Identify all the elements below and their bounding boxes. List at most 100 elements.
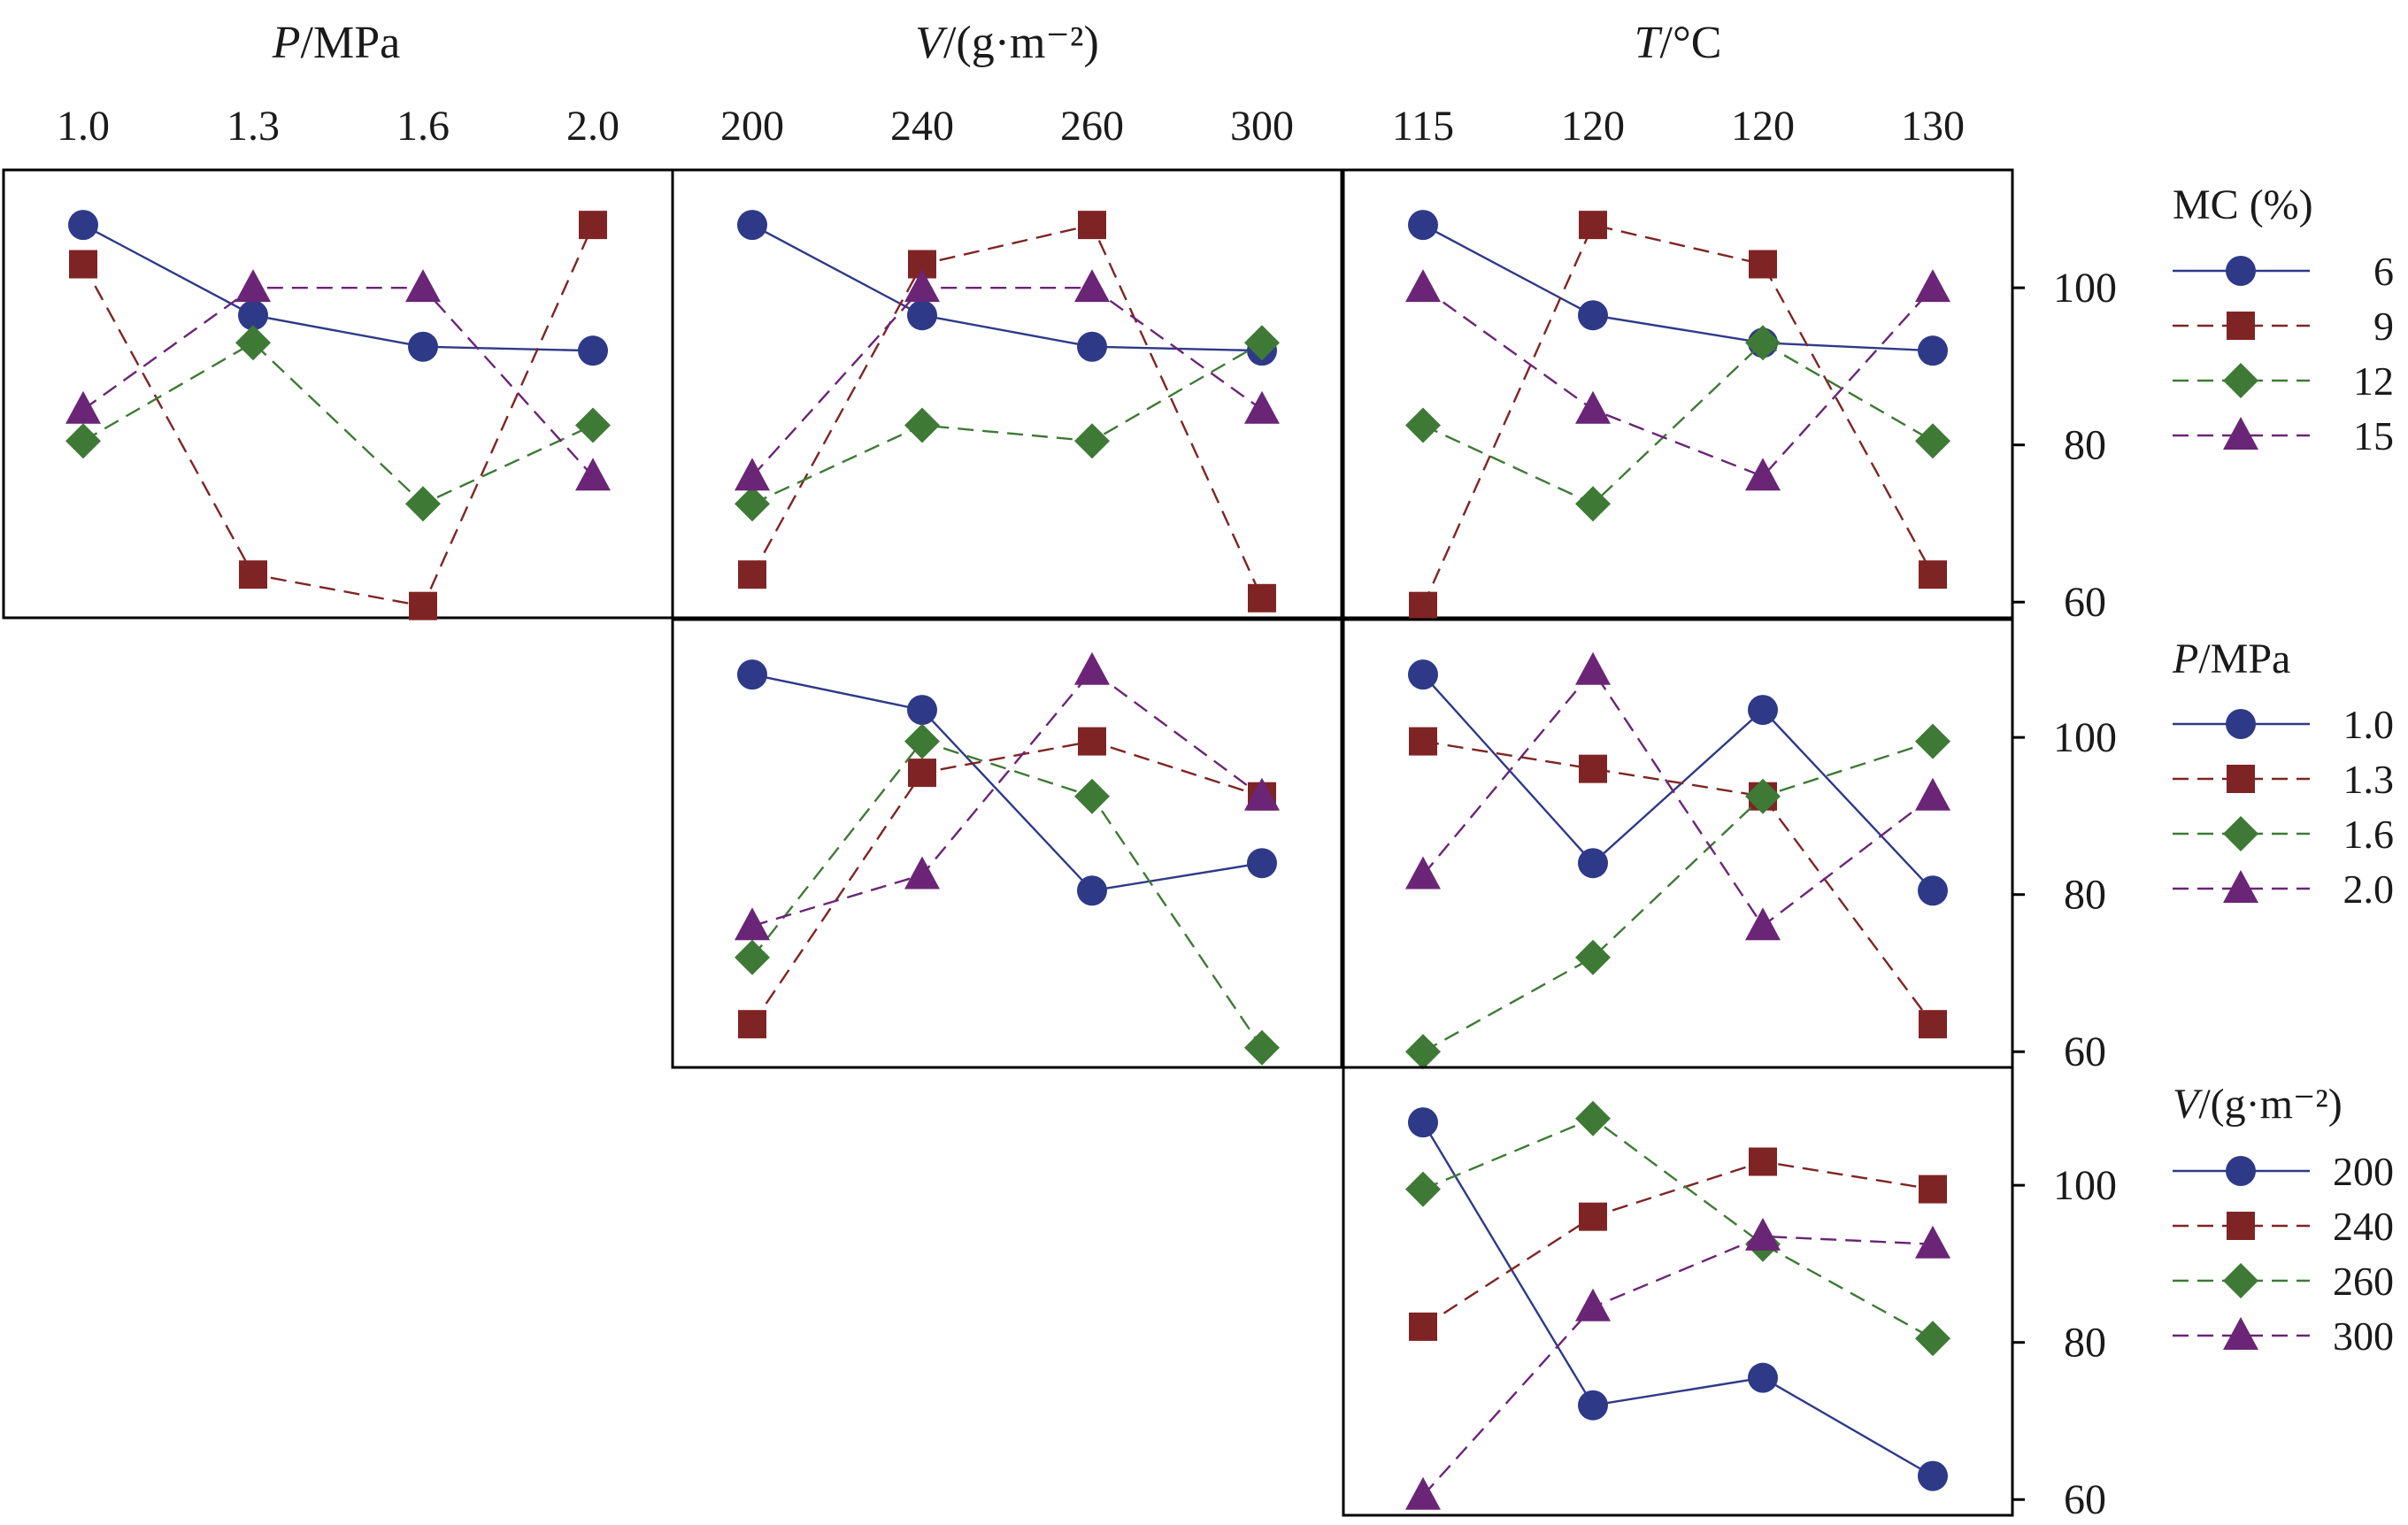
data-point [1578, 1390, 1608, 1421]
series-line [750, 223, 1264, 599]
data-point [65, 423, 101, 459]
data-point [904, 269, 940, 303]
panel-r1-c2 [1342, 618, 2014, 1070]
legend-title-mc: MC (%) [2173, 181, 2313, 228]
y-tick-label: 80 [2064, 872, 2106, 919]
series-1 [1408, 1107, 1948, 1491]
legend-marker [2223, 1317, 2258, 1350]
x-tick-label: 120 [1731, 103, 1795, 150]
series-1 [68, 210, 608, 366]
data-point [575, 458, 611, 491]
data-point [904, 407, 940, 443]
data-point [1074, 269, 1110, 303]
legend-marker [2223, 816, 2258, 851]
y-axis-row-1: 60 80 100 [2012, 714, 2117, 1075]
data-point [1915, 269, 1950, 303]
y-axis-row-0: 60 80 100 [2012, 265, 2117, 626]
data-point [1578, 300, 1608, 331]
data-point [1405, 1034, 1441, 1070]
column-headers: P/MPa V/(g·m⁻²) T/°C [272, 18, 1722, 68]
panel-frame [1342, 618, 2014, 1069]
panel-r0-c0 [2, 168, 674, 620]
series-3 [1405, 723, 1950, 1070]
legend-label: 1.0 [2343, 702, 2395, 747]
data-point [1077, 331, 1107, 362]
series-line [1421, 1121, 1934, 1477]
legend-marker [2223, 363, 2258, 398]
data-point [1405, 269, 1441, 303]
data-point [1745, 907, 1781, 941]
x-tick-label: 200 [720, 103, 784, 150]
data-point [1919, 1010, 1947, 1039]
data-point [735, 486, 770, 522]
series-2 [69, 211, 607, 620]
series-4 [735, 651, 1280, 941]
series-line [1422, 1117, 1934, 1340]
data-point [235, 269, 271, 303]
data-point [1915, 1225, 1950, 1259]
x-tick-label: 300 [1230, 103, 1294, 150]
series-4 [735, 269, 1280, 491]
x-tick-label: 1.3 [227, 103, 280, 150]
series-3 [1405, 325, 1950, 522]
data-point [1248, 583, 1276, 612]
series-4 [1405, 651, 1950, 941]
series-line [751, 286, 1263, 478]
panel-frame [671, 618, 1343, 1069]
x-tick-labels: 1.0 1.3 1.6 2.0 200 240 260 300 115 120 120 130 [57, 103, 1965, 150]
x-tick-label: 2.0 [566, 103, 619, 150]
data-point [904, 856, 940, 890]
legend-marker [2223, 417, 2258, 450]
y-tick-label: 80 [2064, 1320, 2106, 1367]
data-point [65, 390, 101, 424]
legends: MC (%) P/MPa V/(g·m⁻²) 6 9 12 15 1.0 1.3 1.6 2.… [2172, 181, 2394, 1359]
data-point [1919, 560, 1947, 589]
y-tick-label: 60 [2064, 579, 2106, 626]
data-point [235, 325, 271, 361]
legend-label: 12 [2353, 358, 2394, 404]
data-point [579, 211, 607, 240]
data-point [1078, 727, 1106, 756]
data-point [1915, 1321, 1950, 1357]
data-point [1078, 211, 1106, 240]
panel-r1-c1 [671, 618, 1343, 1069]
series-line [1422, 740, 1934, 1025]
x-tick-label: 130 [1901, 103, 1965, 150]
legend-marker [2226, 256, 2256, 286]
series-2 [1409, 1147, 1947, 1341]
data-point [1244, 325, 1280, 361]
panel-r2-c2 [1342, 1066, 2014, 1517]
data-point [1748, 1362, 1778, 1393]
panel-frame [1342, 1066, 2014, 1517]
series-line [1422, 224, 1934, 352]
data-point [737, 210, 767, 241]
y-tick-label: 80 [2064, 422, 2106, 469]
series-3 [735, 723, 1280, 1066]
series-2 [1409, 727, 1947, 1039]
data-point [1748, 695, 1778, 726]
data-point [1247, 848, 1277, 879]
data-point [1575, 390, 1611, 424]
legend-label: 6 [2373, 249, 2394, 294]
legend-label: 240 [2333, 1204, 2394, 1249]
legend-marker [2226, 1156, 2256, 1186]
data-point [409, 591, 437, 620]
data-point [1408, 1107, 1438, 1138]
y-tick-label: 100 [2053, 265, 2117, 312]
data-point [1405, 856, 1441, 890]
panel-r0-c1 [671, 168, 1343, 620]
x-tick-label: 120 [1561, 103, 1625, 150]
panel-r0-c2 [1342, 168, 2014, 620]
data-point [1575, 486, 1611, 522]
legend-marker [2227, 1212, 2255, 1240]
data-point [408, 331, 438, 362]
series-line [82, 341, 594, 505]
data-point [738, 560, 766, 589]
legend-v: V/(g·m⁻²) [2173, 1081, 2343, 1128]
series-2 [738, 211, 1276, 612]
data-point [1918, 335, 1948, 366]
legend-label: 1.6 [2343, 812, 2395, 857]
data-point [1745, 458, 1781, 491]
legend-title-p: P/MPa [2172, 635, 2290, 682]
